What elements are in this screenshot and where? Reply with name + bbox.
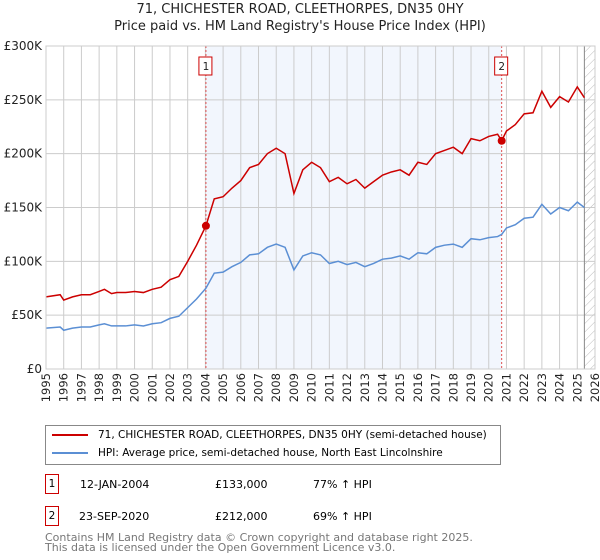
x-tick-label: 2026	[588, 373, 600, 402]
x-tick-label: 2009	[287, 373, 301, 402]
x-tick-label: 1995	[39, 373, 53, 402]
x-tick-label: 1996	[57, 373, 71, 402]
y-tick-label: £300K	[4, 39, 44, 53]
x-tick-label: 2018	[446, 373, 460, 402]
plot-area: 1995 1996 1997 1998 1999 2000 2001 2002 2003 2004…	[4, 39, 600, 402]
sale-point	[497, 136, 506, 145]
sale-badge: 1	[45, 474, 59, 494]
sale-row-1: 1 12-JAN-2004 £133,000 77% ↑ HPI	[45, 474, 372, 494]
x-tick-label: 2001	[145, 373, 159, 402]
sale-price: £133,000	[215, 477, 268, 491]
x-tick-label: 2003	[181, 373, 195, 402]
chart-title: 71, CHICHESTER ROAD, CLEETHORPES, DN35 0…	[136, 2, 464, 17]
y-tick-label: £100K	[4, 254, 44, 268]
x-tick-label: 2019	[464, 373, 478, 402]
plot-frame	[45, 45, 596, 370]
sale-date: 23-SEP-2020	[79, 509, 150, 523]
x-tick-label: 2005	[216, 373, 230, 402]
x-tick-label: 2024	[553, 373, 567, 402]
y-tick-label: £0	[27, 362, 42, 376]
legend: 71, CHICHESTER ROAD, CLEETHORPES, DN35 0…	[45, 425, 501, 465]
x-tick-label: 2025	[570, 373, 584, 402]
sale-row-2: 2 23-SEP-2020 £212,000 69% ↑ HPI	[45, 506, 372, 526]
x-tick-label: 2021	[499, 373, 513, 402]
x-tick-label: 2020	[482, 373, 496, 402]
legend-swatch-property	[52, 434, 88, 436]
x-tick-label: 2011	[322, 373, 336, 402]
sale-label-box	[198, 56, 213, 76]
footer-licence: This data is licensed under the Open Gov…	[45, 541, 396, 554]
legend-label-property: 71, CHICHESTER ROAD, CLEETHORPES, DN35 0…	[98, 429, 487, 441]
legend-label-hpi: HPI: Average price, semi-detached house,…	[98, 447, 443, 459]
x-tick-label: 2022	[517, 373, 531, 402]
legend-swatch-hpi	[52, 452, 88, 454]
sale-date: 12-JAN-2004	[80, 477, 150, 491]
y-tick-label: £50K	[11, 308, 43, 322]
x-tick-label: 2014	[375, 373, 389, 402]
x-tick-label: 2010	[305, 373, 319, 402]
sale-label: 1	[203, 61, 210, 73]
chart-subtitle: Price paid vs. HM Land Registry's House …	[114, 19, 486, 34]
y-tick-label: £250K	[4, 93, 44, 107]
x-tick-label: 2017	[429, 373, 443, 402]
hpi-line	[45, 201, 585, 332]
x-tick-label: 2002	[163, 373, 177, 402]
sale-hpi: 77% ↑ HPI	[313, 477, 372, 491]
x-tick-label: 2006	[234, 373, 248, 402]
sale-price: £212,000	[215, 509, 268, 523]
sale-label: 2	[498, 61, 505, 73]
y-tick-label: £200K	[4, 147, 44, 161]
x-tick-label: 2023	[535, 373, 549, 402]
footer-copyright: Contains HM Land Registry data © Crown c…	[45, 531, 473, 544]
x-tick-label: 2008	[269, 373, 283, 402]
x-tick-label: 2007	[252, 373, 266, 402]
x-tick-label: 2015	[393, 373, 407, 402]
sale-badge: 2	[45, 506, 59, 526]
x-tick-label: 2016	[411, 373, 425, 402]
x-tick-label: 1999	[110, 373, 124, 402]
x-tick-label: 2004	[198, 373, 212, 402]
x-tick-label: 1998	[92, 373, 106, 402]
x-tick-label: 2000	[128, 373, 142, 402]
x-tick-label: 2013	[358, 373, 372, 402]
x-tick-label: 1997	[74, 373, 88, 402]
sale-label-box	[494, 56, 509, 76]
sale-hpi: 69% ↑ HPI	[313, 509, 372, 523]
y-tick-label: £150K	[4, 201, 44, 215]
x-tick-label: 2012	[340, 373, 354, 402]
sale-point	[201, 221, 210, 230]
